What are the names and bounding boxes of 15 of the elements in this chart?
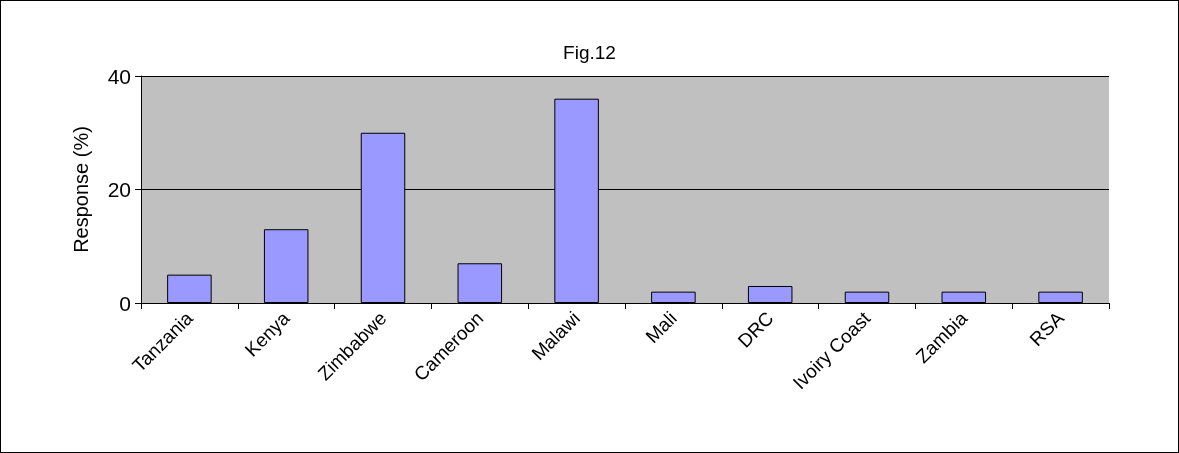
bar <box>263 229 309 303</box>
y-tick-label: 0 <box>119 291 131 315</box>
bar <box>844 291 890 303</box>
bar <box>167 274 212 303</box>
y-tick-label: 20 <box>107 178 131 201</box>
chart-title: Fig.12 <box>563 42 616 63</box>
y-tick-label: 40 <box>107 64 131 88</box>
x-tick-label: Mali <box>641 307 681 348</box>
bar <box>651 291 696 303</box>
y-axis-title: Response (%) <box>70 126 92 253</box>
bar <box>457 263 503 303</box>
x-tick-label: RSA <box>1025 307 1069 351</box>
bar <box>941 291 987 303</box>
bar <box>1038 291 1083 303</box>
bar <box>747 285 793 303</box>
